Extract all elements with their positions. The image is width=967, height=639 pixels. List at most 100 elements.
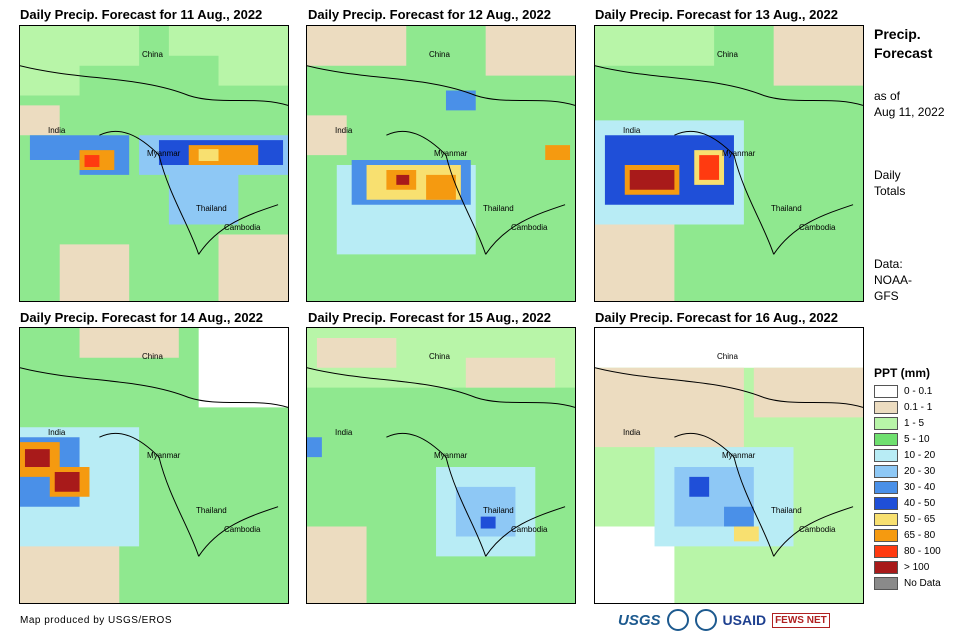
noaa-logo-icon — [666, 609, 689, 631]
legend-label: No Data — [904, 577, 941, 589]
label-cambodia: Cambodia — [511, 223, 548, 232]
map-panel-5: China India Myanmar Thailand Cambodia — [306, 327, 576, 604]
label-myanmar: Myanmar — [147, 149, 181, 158]
label-cambodia: Cambodia — [511, 525, 548, 534]
data-source-line1: NOAA- — [874, 273, 913, 287]
label-myanmar: Myanmar — [434, 149, 468, 158]
legend-row: 50 - 65 — [874, 511, 941, 527]
legend-title: PPT (mm) — [874, 366, 931, 380]
label-cambodia: Cambodia — [799, 525, 836, 534]
legend-label: 50 - 65 — [904, 513, 936, 525]
label-myanmar: Myanmar — [722, 451, 756, 460]
map-panel-6: China India Myanmar Thailand Cambodia — [594, 327, 864, 604]
totals-block: Daily Totals — [874, 167, 905, 199]
label-china: China — [717, 352, 738, 361]
legend-row: 80 - 100 — [874, 543, 941, 559]
label-thailand: Thailand — [771, 506, 802, 515]
legend-swatch — [874, 528, 898, 542]
legend-label: 0 - 0.1 — [904, 385, 933, 397]
daily-label: Daily — [874, 168, 901, 182]
legend-label: 5 - 10 — [904, 433, 930, 445]
side-title-line2: Forecast — [874, 45, 933, 61]
legend-row: No Data — [874, 575, 941, 591]
fews-net-logo: FEWS NET — [772, 612, 830, 628]
panel-title-5: Daily Precip. Forecast for 15 Aug., 2022 — [308, 310, 552, 325]
data-source-line2: GFS — [874, 289, 899, 303]
label-myanmar: Myanmar — [434, 451, 468, 460]
legend-row: 10 - 20 — [874, 447, 941, 463]
totals-label: Totals — [874, 184, 906, 198]
panel-title-4: Daily Precip. Forecast for 14 Aug., 2022 — [20, 310, 264, 325]
label-thailand: Thailand — [483, 506, 514, 515]
usgs-logo: USGS — [618, 611, 661, 629]
label-china: China — [429, 50, 450, 59]
map-panel-2: China India Myanmar Thailand Cambodia — [306, 25, 576, 302]
legend-swatch — [874, 496, 898, 510]
map-graphic-5 — [307, 328, 575, 603]
label-cambodia: Cambodia — [799, 223, 836, 232]
footer-credit: Map produced by USGS/EROS — [20, 615, 173, 626]
legend-swatch — [874, 464, 898, 478]
legend-row: 30 - 40 — [874, 479, 941, 495]
legend-label: 30 - 40 — [904, 481, 936, 493]
legend-row: 40 - 50 — [874, 495, 941, 511]
panel-title-2: Daily Precip. Forecast for 12 Aug., 2022 — [308, 7, 552, 22]
legend: 0 - 0.1 0.1 - 1 1 - 5 5 - 10 10 - 20 20 - 30 3… — [874, 383, 941, 591]
legend-label: 65 - 80 — [904, 529, 936, 541]
legend-label: 80 - 100 — [904, 545, 941, 557]
legend-swatch — [874, 384, 898, 398]
legend-label: 10 - 20 — [904, 449, 936, 461]
legend-swatch — [874, 512, 898, 526]
legend-row: 0 - 0.1 — [874, 383, 941, 399]
legend-label: 20 - 30 — [904, 465, 936, 477]
map-graphic-4 — [20, 328, 288, 603]
label-china: China — [717, 50, 738, 59]
map-graphic-1 — [20, 26, 288, 301]
as-of-block: as of Aug 11, 2022 — [874, 88, 945, 120]
legend-row: 5 - 10 — [874, 431, 941, 447]
label-china: China — [142, 352, 163, 361]
legend-row: 20 - 30 — [874, 463, 941, 479]
label-china: China — [429, 352, 450, 361]
legend-label: 0.1 - 1 — [904, 401, 933, 413]
label-india: India — [335, 126, 353, 135]
label-india: India — [623, 126, 641, 135]
legend-label: > 100 — [904, 561, 930, 573]
legend-row: 65 - 80 — [874, 527, 941, 543]
map-panel-3: China India Myanmar Thailand Cambodia — [594, 25, 864, 302]
logo-strip: USGS USAID FEWS NET — [618, 606, 863, 634]
label-myanmar: Myanmar — [722, 149, 756, 158]
map-graphic-6 — [595, 328, 863, 603]
legend-swatch — [874, 448, 898, 462]
legend-label: 1 - 5 — [904, 417, 925, 429]
map-graphic-2 — [307, 26, 575, 301]
legend-swatch — [874, 432, 898, 446]
label-thailand: Thailand — [196, 204, 227, 213]
label-india: India — [48, 428, 66, 437]
map-panel-4: China India Myanmar Thailand Cambodia — [19, 327, 289, 604]
panel-title-6: Daily Precip. Forecast for 16 Aug., 2022 — [595, 310, 839, 325]
legend-swatch — [874, 480, 898, 494]
legend-row: 0.1 - 1 — [874, 399, 941, 415]
label-cambodia: Cambodia — [224, 223, 261, 232]
usaid-logo: USAID — [722, 612, 767, 628]
legend-swatch — [874, 560, 898, 574]
label-cambodia: Cambodia — [224, 525, 261, 534]
as-of-date: Aug 11, 2022 — [874, 105, 945, 119]
as-of-label: as of — [874, 89, 901, 103]
legend-row: 1 - 5 — [874, 415, 941, 431]
side-title: Precip. Forecast — [874, 25, 932, 63]
legend-row: > 100 — [874, 559, 941, 575]
panel-title-1: Daily Precip. Forecast for 11 Aug., 2022 — [20, 7, 263, 22]
legend-swatch — [874, 576, 898, 590]
label-thailand: Thailand — [483, 204, 514, 213]
doi-seal-icon — [694, 609, 717, 631]
label-india: India — [335, 428, 353, 437]
data-label: Data: — [874, 257, 903, 271]
data-source-block: Data: NOAA- GFS — [874, 256, 912, 304]
legend-label: 40 - 50 — [904, 497, 936, 509]
map-panel-1: China India Myanmar Thailand Cambodia — [19, 25, 289, 302]
label-myanmar: Myanmar — [147, 451, 181, 460]
label-china: China — [142, 50, 163, 59]
map-graphic-3 — [595, 26, 863, 301]
